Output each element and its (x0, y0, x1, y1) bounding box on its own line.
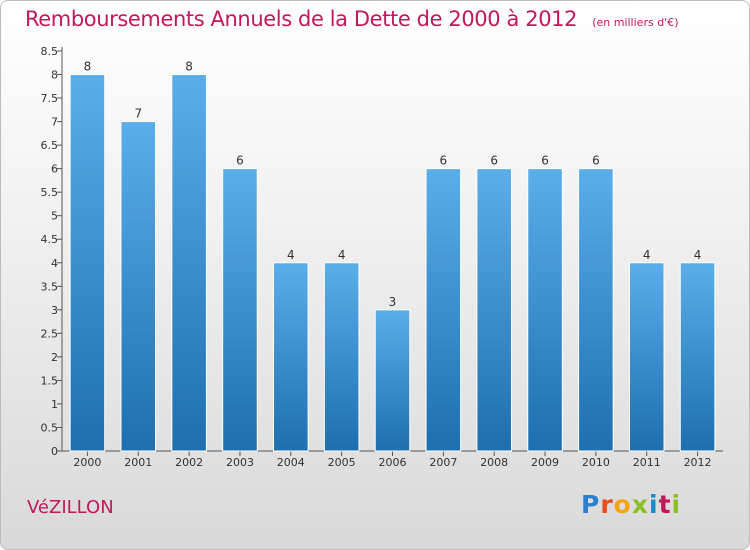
y-tick-label: 6.5 (41, 139, 59, 152)
data-label: 6 (440, 154, 448, 168)
proxiti-logo[interactable]: Proxiti (581, 490, 682, 519)
x-tick-label: 2009 (531, 456, 559, 469)
chart-title-block: Remboursements Annuels de la Dette de 20… (25, 7, 678, 31)
bar (69, 74, 106, 452)
data-label: 6 (592, 154, 600, 168)
x-tick-label: 2007 (429, 456, 457, 469)
chart-subtitle: (en milliers d'€) (592, 16, 679, 29)
x-axis: 2000 2001 2002 2003 2004 2005 2006 2007 2008 2009… (62, 450, 723, 469)
data-label: 4 (338, 248, 346, 262)
y-tick-label: 5.5 (41, 186, 59, 199)
data-label: 4 (287, 248, 295, 262)
y-tick-label: 8 (51, 69, 58, 82)
bar (120, 121, 157, 452)
bar (425, 168, 462, 452)
data-label: 7 (134, 107, 142, 121)
commune-name: VéZILLON (27, 497, 114, 518)
y-tick-label: 5 (51, 210, 58, 223)
y-tick-label: 7 (51, 116, 58, 129)
y-tick-label: 1.5 (41, 374, 59, 387)
bar (323, 262, 360, 452)
bar (628, 262, 665, 452)
data-label: 8 (84, 60, 92, 74)
data-label: 4 (694, 248, 702, 262)
y-tick-label: 8.5 (41, 45, 59, 58)
data-label: 8 (185, 60, 193, 74)
x-tick-label: 2000 (73, 456, 101, 469)
y-tick-label: 0.5 (41, 421, 59, 434)
x-tick-label: 2002 (175, 456, 203, 469)
bar (679, 262, 716, 452)
bar (527, 168, 563, 452)
y-tick-label: 7.5 (41, 92, 59, 105)
y-tick-label: 4 (51, 257, 58, 270)
data-label: 4 (643, 248, 651, 262)
bar (222, 168, 258, 452)
y-tick-label: 1 (51, 398, 58, 411)
x-tick-label: 2012 (684, 456, 712, 469)
x-tick-label: 2003 (226, 456, 254, 469)
bar (374, 309, 411, 452)
data-label: 6 (541, 154, 549, 168)
x-tick-label: 2011 (633, 456, 661, 469)
x-tick-label: 2001 (124, 456, 152, 469)
y-tick-label: 3 (51, 304, 58, 317)
y-axis: 0 0.5 1 1.5 2 2.5 3 3.5 4 4.5 5 5.5 6 6.5 7 7.5 8 8.5 (41, 45, 63, 458)
x-tick-label: 2006 (379, 456, 407, 469)
y-tick-label: 0 (51, 445, 58, 458)
bar (578, 168, 614, 452)
x-tick-label: 2005 (328, 456, 356, 469)
y-tick-label: 3.5 (41, 280, 59, 293)
data-labels: 8 7 8 6 4 4 3 6 6 6 6 4 4 (84, 60, 702, 309)
bar (476, 168, 512, 452)
x-tick-label: 2008 (480, 456, 508, 469)
y-tick-label: 2.5 (41, 327, 59, 340)
y-tick-label: 4.5 (41, 233, 59, 246)
data-label: 6 (236, 154, 244, 168)
chart-title: Remboursements Annuels de la Dette de 20… (25, 7, 578, 31)
y-tick-label: 2 (51, 351, 58, 364)
y-tick-label: 6 (51, 163, 58, 176)
x-tick-label: 2004 (277, 456, 305, 469)
bars (69, 74, 716, 452)
bar (273, 262, 309, 452)
data-label: 3 (389, 295, 397, 309)
bar (171, 74, 207, 452)
data-label: 6 (490, 154, 498, 168)
x-tick-label: 2010 (582, 456, 610, 469)
